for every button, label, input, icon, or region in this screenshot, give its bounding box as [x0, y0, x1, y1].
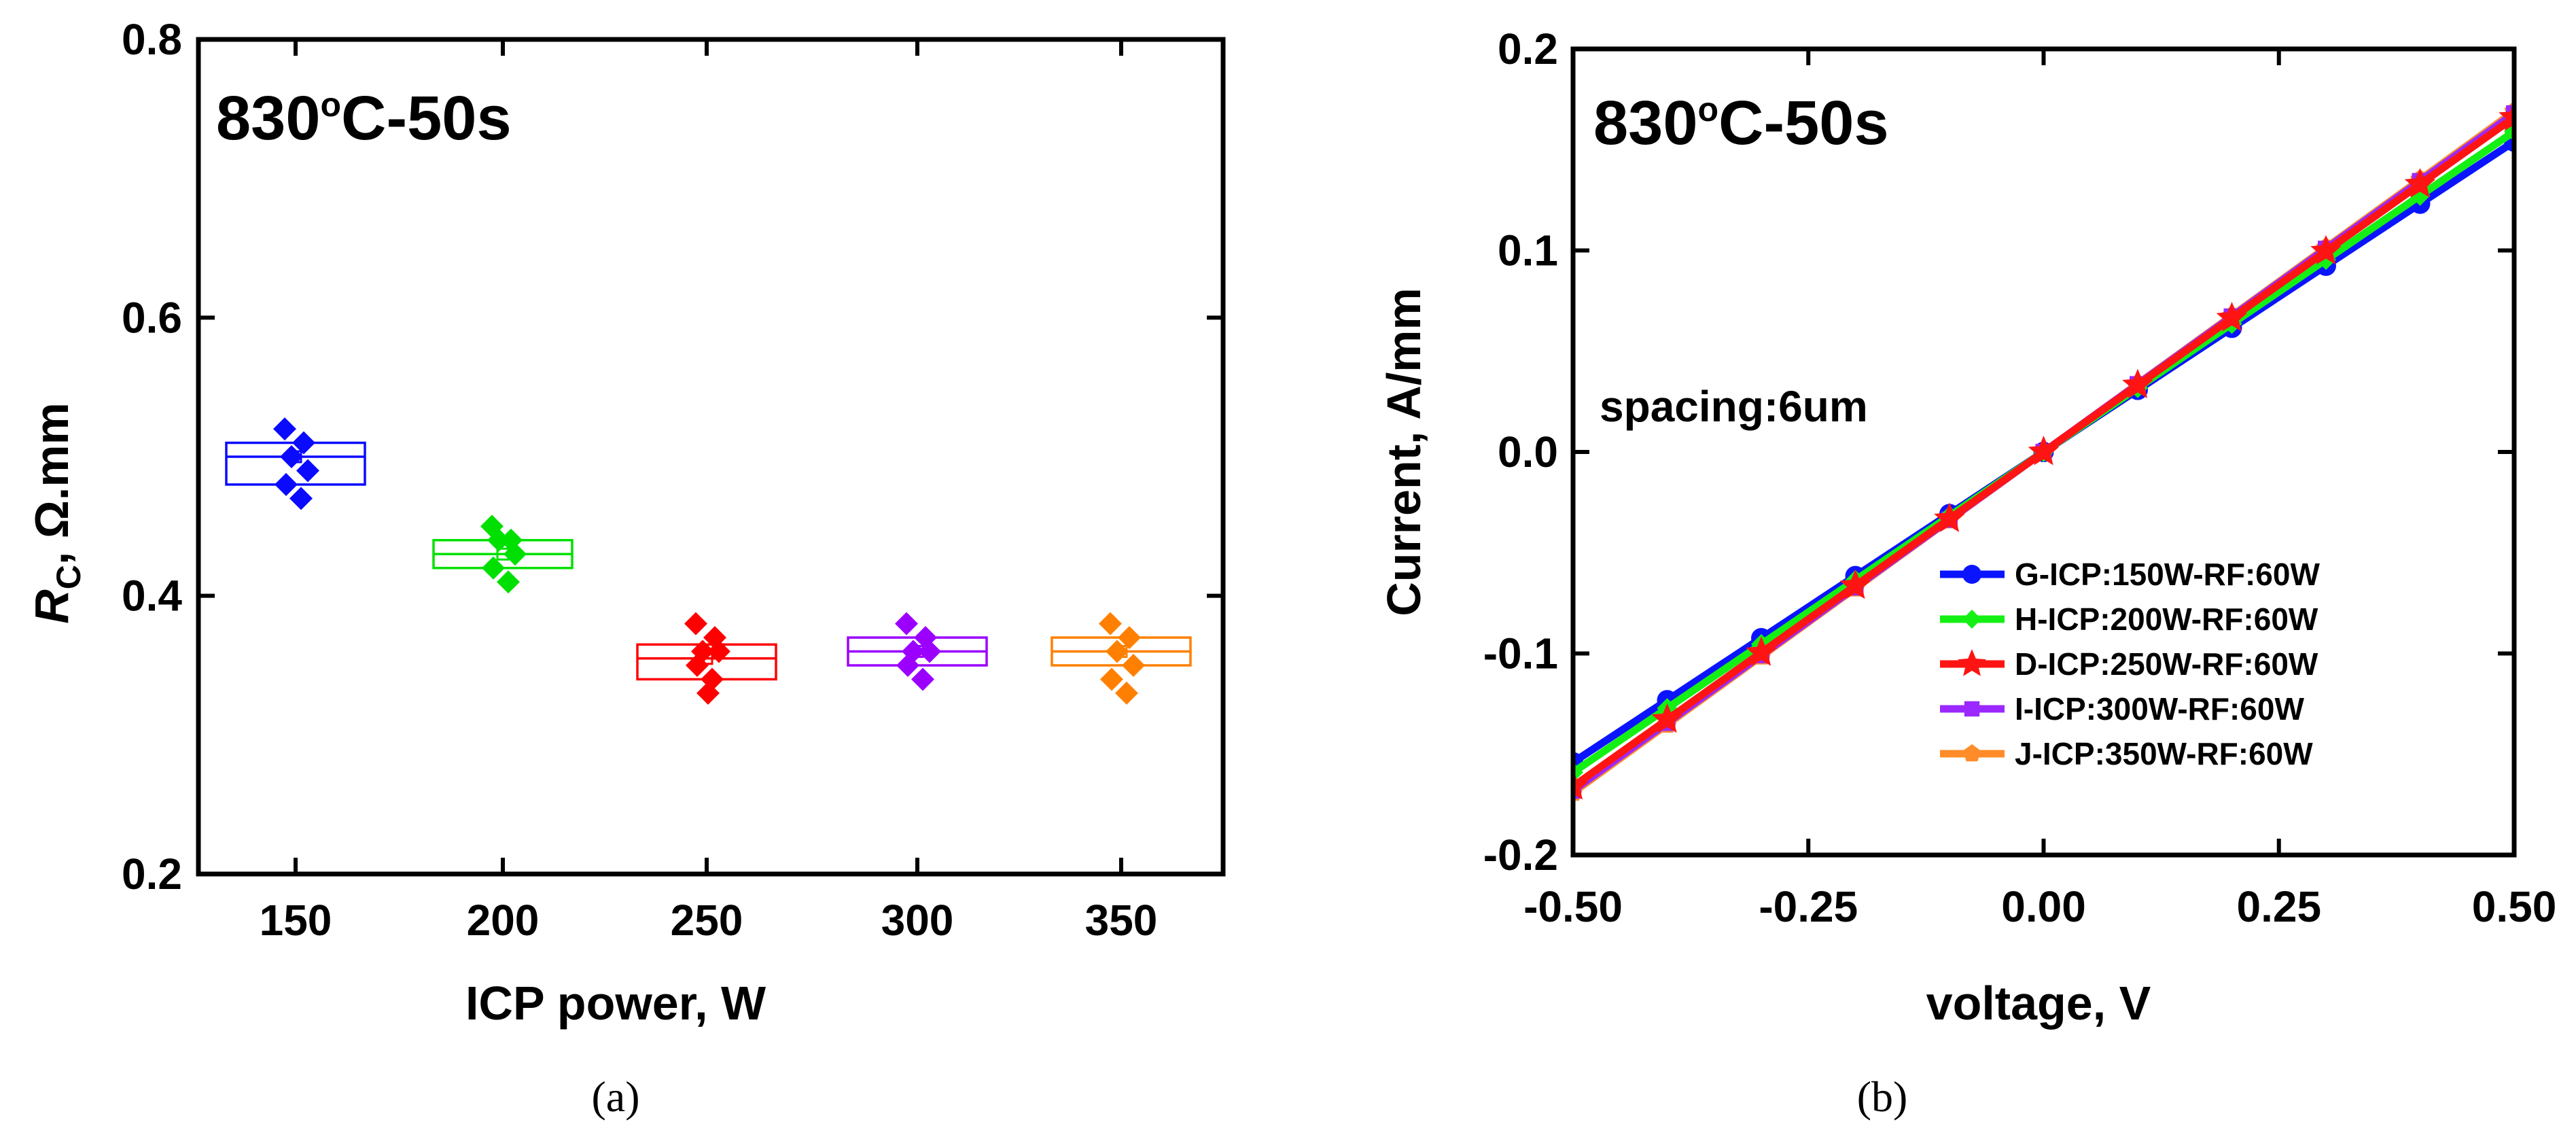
data-point-150 [296, 459, 319, 483]
panel-b-plot-frame [1570, 46, 2517, 858]
panel-b-y-tick-label: 0.2 [1498, 24, 1558, 73]
data-point-250 [707, 640, 730, 663]
panel-a-y-tick-label: 0.6 [122, 293, 182, 342]
data-point-350 [1099, 612, 1122, 635]
series-point-D-ICP:250W-RF:60W [2310, 234, 2342, 265]
data-point-200 [497, 570, 520, 594]
data-point-350 [1118, 626, 1141, 650]
series-point-D-ICP:250W-RF:60W [2499, 101, 2514, 131]
panel-b-series-group [1573, 101, 2514, 801]
panel-b-spacing-annotation: spacing:6um [1600, 382, 1868, 431]
panel-b-line-chart: 830oC-50s spacing:6um voltage, V Current… [1377, 24, 2556, 1121]
series-point-D-ICP:250W-RF:60W [1746, 636, 1777, 666]
panel-b-x-tick-label: 0.25 [2236, 882, 2321, 931]
data-point-250 [686, 654, 709, 677]
data-point-200 [487, 528, 510, 552]
panel-a-y-axis-label: RC, Ω.mm [25, 402, 88, 624]
panel-a-plot-frame [196, 37, 1226, 877]
data-point-200 [504, 542, 527, 566]
panel-b-y-tick-label: -0.2 [1483, 831, 1558, 879]
panel-b-corner-label: 830oC-50s [1593, 88, 1889, 158]
series-point-D-ICP:250W-RF:60W [2216, 302, 2248, 332]
panel-b-x-axis-label: voltage, V [1926, 977, 2151, 1030]
panel-b-caption: (b) [1857, 1072, 1908, 1121]
panel-a-x-tick-label: 300 [881, 896, 954, 945]
data-point-150 [273, 417, 296, 441]
panel-a-caption: (a) [591, 1072, 639, 1121]
legend-label-I-ICP:300W-RF:60W: I-ICP:300W-RF:60W [2015, 691, 2304, 727]
panel-a-x-axis-label: ICP power, W [465, 977, 766, 1030]
data-point-350 [1100, 667, 1123, 691]
series-point-D-ICP:250W-RF:60W [1573, 770, 1589, 800]
data-point-350 [1122, 654, 1145, 677]
panel-a-y-tick-label: 0.4 [122, 572, 182, 621]
panel-a-x-tick-label: 200 [467, 896, 540, 945]
legend-label-G-ICP:150W-RF:60W: G-ICP:150W-RF:60W [2015, 557, 2320, 592]
data-point-150 [289, 487, 313, 510]
data-point-300 [911, 667, 934, 691]
legend-marker-I-ICP:300W-RF:60W [1964, 701, 1980, 717]
panel-b-x-tick-label: 0.50 [2472, 882, 2557, 931]
panel-a-y-tick-label: 0.2 [122, 850, 182, 898]
data-point-300 [896, 654, 919, 677]
series-point-D-ICP:250W-RF:60W [1651, 703, 1683, 733]
legend-marker-G-ICP:150W-RF:60W [1962, 565, 1981, 584]
data-point-300 [918, 640, 941, 663]
data-point-300 [895, 612, 918, 635]
data-point-250 [696, 681, 720, 705]
data-point-350 [1115, 681, 1138, 705]
panel-b-y-axis-label: Current, A/mm [1377, 287, 1430, 616]
data-point-200 [482, 556, 505, 580]
legend-marker-J-ICP:350W-RF:60W [1962, 744, 1981, 762]
legend-marker-D-ICP:250W-RF:60W [1958, 649, 1986, 676]
panel-a-x-tick-label: 350 [1085, 896, 1158, 945]
panel-b-y-tick-label: 0.1 [1498, 226, 1558, 275]
data-point-150 [280, 445, 303, 468]
panel-b-y-tick-label: 0.0 [1498, 427, 1558, 476]
panel-a-corner-label: 830oC-50s [216, 84, 512, 153]
panel-a-x-tick-label: 250 [671, 896, 743, 945]
panel-b-y-tick-label: -0.1 [1483, 629, 1558, 678]
legend-marker-H-ICP:200W-RF:60W [1962, 610, 1981, 629]
legend-label-D-ICP:250W-RF:60W: D-ICP:250W-RF:60W [2015, 646, 2318, 682]
series-point-H-ICP:200W-RF:60W [2504, 121, 2514, 142]
panel-a-y-tick-label: 0.8 [122, 15, 182, 64]
legend-label-J-ICP:350W-RF:60W: J-ICP:350W-RF:60W [2015, 736, 2313, 771]
data-point-150 [292, 431, 315, 455]
panel-b-x-tick-label: 0.00 [2001, 882, 2086, 931]
panel-b-x-tick-label: -0.25 [1759, 882, 1858, 931]
panel-a-x-tick-label: 150 [260, 896, 332, 945]
series-point-D-ICP:250W-RF:60W [2028, 436, 2060, 466]
data-point-350 [1106, 640, 1129, 663]
series-point-D-ICP:250W-RF:60W [1934, 502, 1965, 532]
legend-label-H-ICP:200W-RF:60W: H-ICP:200W-RF:60W [2015, 601, 2318, 637]
panel-a-boxplot: 830oC-50s ICP power, W RC, Ω.mm (a) 0.2 0… [25, 15, 1226, 1121]
series-point-D-ICP:250W-RF:60W [2122, 368, 2153, 398]
data-point-150 [275, 472, 298, 496]
series-point-D-ICP:250W-RF:60W [2404, 168, 2436, 198]
series-point-D-ICP:250W-RF:60W [1839, 569, 1871, 599]
panel-b-x-tick-label: -0.50 [1523, 882, 1623, 931]
data-point-250 [684, 612, 707, 635]
